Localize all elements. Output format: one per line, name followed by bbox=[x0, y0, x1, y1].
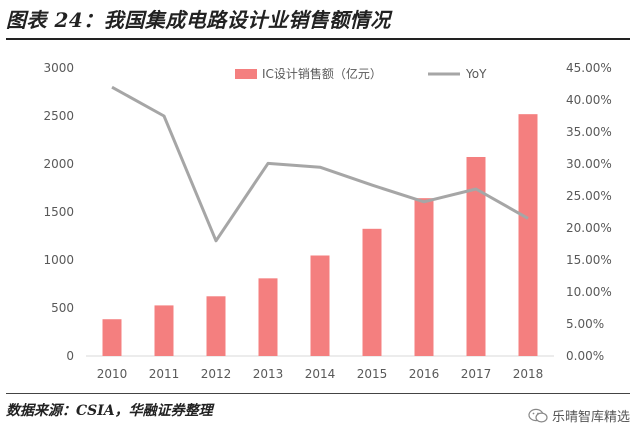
bar bbox=[362, 228, 382, 356]
y-left-tick-label: 2000 bbox=[43, 157, 74, 171]
bar bbox=[154, 305, 174, 356]
y-right-tick-label: 35.00% bbox=[566, 125, 612, 139]
y-right-tick-label: 0.00% bbox=[566, 349, 604, 363]
y-left-tick-label: 3000 bbox=[43, 61, 74, 75]
combo-chart: 0 500 1000 1500 2000 2500 3000 0.00% 5.00% 10.00%… bbox=[43, 61, 612, 381]
x-tick-label: 2011 bbox=[149, 367, 180, 381]
y-right-tick-label: 40.00% bbox=[566, 93, 612, 107]
bar bbox=[310, 255, 330, 356]
y-right-tick-label: 45.00% bbox=[566, 61, 612, 75]
chart-title: 图表 24：我国集成电路设计业销售额情况 bbox=[6, 8, 391, 32]
data-source: 数据来源：CSIA，华融证券整理 bbox=[6, 403, 213, 419]
footer-divider bbox=[6, 393, 630, 394]
y-left-tick-label: 0 bbox=[66, 349, 74, 363]
x-tick-label: 2014 bbox=[305, 367, 336, 381]
y-right-tick-label: 15.00% bbox=[566, 253, 612, 267]
y-right-tick-label: 10.00% bbox=[566, 285, 612, 299]
y-right-tick-label: 25.00% bbox=[566, 189, 612, 203]
y-right-tick-label: 5.00% bbox=[566, 317, 604, 331]
wechat-icon bbox=[528, 408, 548, 423]
y-left-tick-label: 500 bbox=[51, 301, 74, 315]
bar bbox=[102, 319, 122, 356]
legend-label-line: YoY bbox=[465, 67, 487, 81]
bar bbox=[518, 114, 538, 357]
x-tick-label: 2017 bbox=[461, 367, 492, 381]
y-right-tick-label: 20.00% bbox=[566, 221, 612, 235]
y-left-tick-label: 1000 bbox=[43, 253, 74, 267]
y-left-tick-label: 1500 bbox=[43, 205, 74, 219]
watermark-text: 乐晴智库精选 bbox=[551, 410, 630, 425]
yoy-line bbox=[111, 85, 529, 243]
title-divider bbox=[6, 38, 630, 40]
x-tick-label: 2016 bbox=[409, 367, 440, 381]
x-tick-label: 2013 bbox=[253, 367, 284, 381]
x-tick-label: 2015 bbox=[357, 367, 388, 381]
x-tick-label: 2010 bbox=[97, 367, 128, 381]
bar bbox=[206, 296, 226, 356]
legend-label-bar: IC设计销售额（亿元） bbox=[262, 66, 382, 81]
x-tick-label: 2018 bbox=[513, 367, 544, 381]
y-left-tick-label: 2500 bbox=[43, 109, 74, 123]
bar bbox=[466, 156, 486, 356]
x-tick-label: 2012 bbox=[201, 367, 232, 381]
bar bbox=[414, 198, 434, 356]
bar bbox=[258, 278, 278, 356]
legend-swatch-bar bbox=[235, 69, 257, 79]
watermark: 乐晴智库精选 bbox=[528, 406, 630, 425]
y-right-tick-label: 30.00% bbox=[566, 157, 612, 171]
